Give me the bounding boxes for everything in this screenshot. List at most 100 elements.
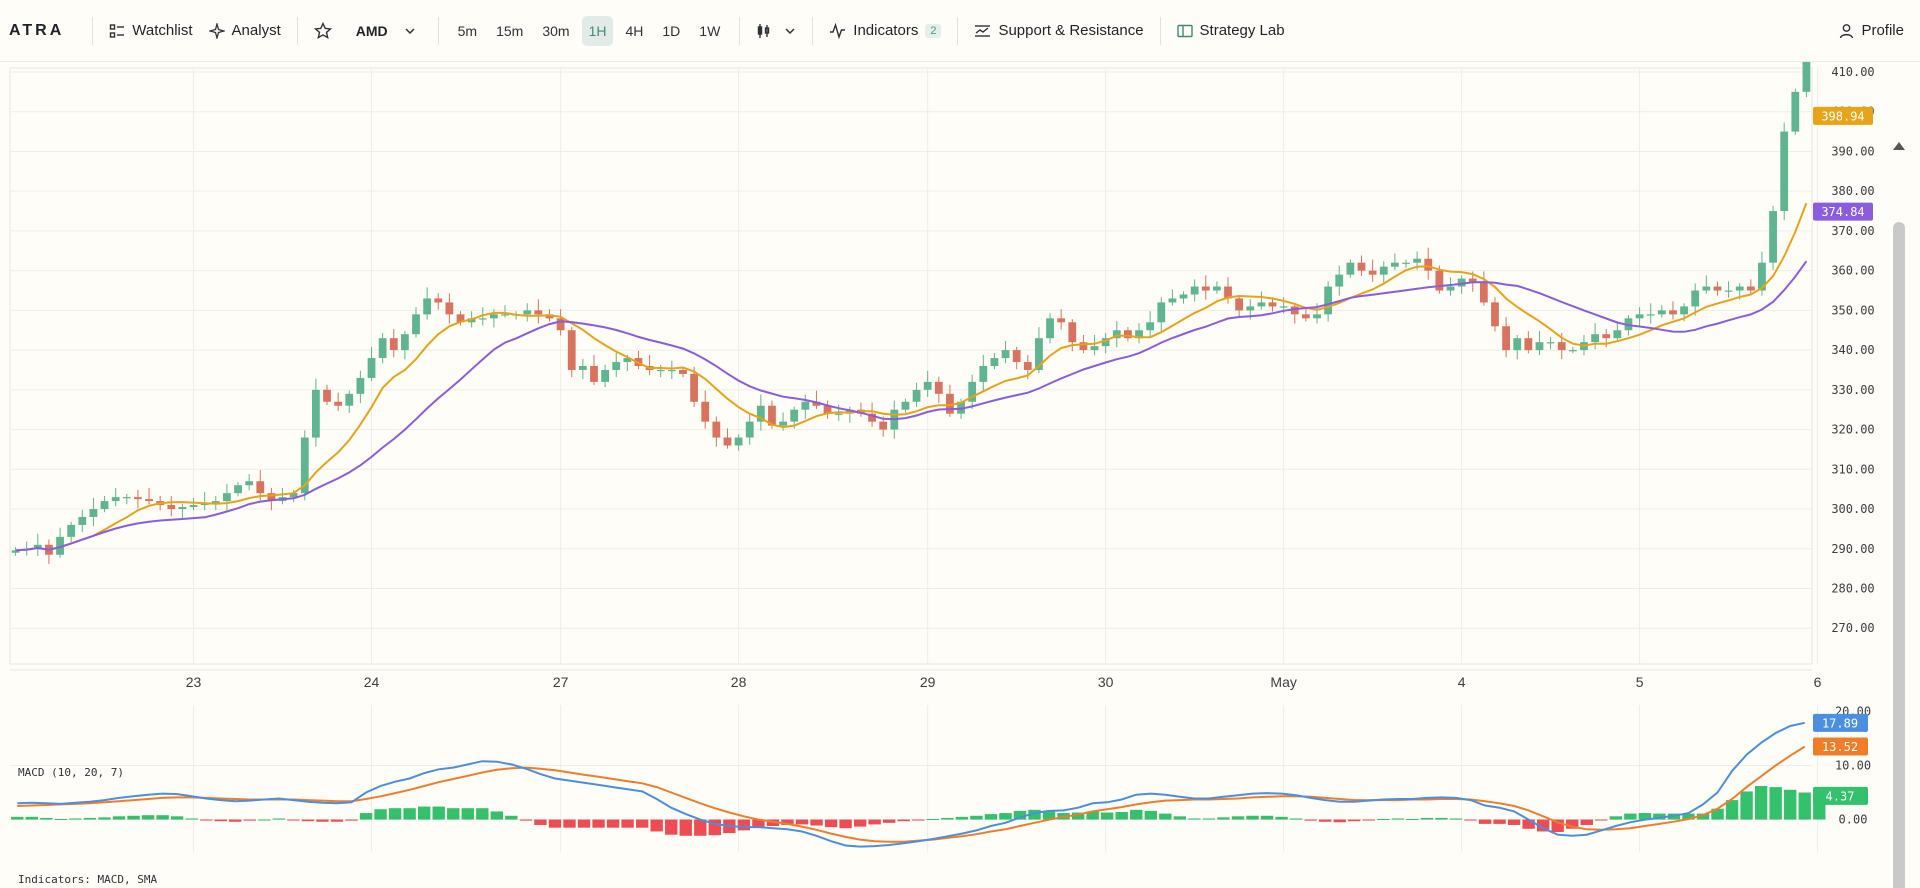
- y-tick-label: 380.00: [1831, 184, 1874, 198]
- candle-down: [590, 366, 598, 382]
- timeframe-1w[interactable]: 1W: [699, 22, 721, 39]
- macd-hist-bar: [127, 815, 140, 820]
- macd-hist-bar: [1101, 812, 1114, 820]
- macd-hist-bar: [1595, 819, 1608, 821]
- macd-hist-bar: [519, 819, 533, 821]
- macd-hist-bar: [1522, 819, 1535, 829]
- y-tick-label: 330.00: [1831, 383, 1874, 397]
- macd-hist-bar: [69, 818, 82, 820]
- timeframe-1h[interactable]: 1H: [581, 15, 614, 46]
- macd-hist-bar: [1536, 819, 1550, 832]
- strategy-lab-button[interactable]: Strategy Lab: [1169, 14, 1293, 48]
- macd-hist-bar: [635, 819, 649, 828]
- macd-hist-bar: [11, 816, 24, 820]
- macd-hist-bar: [984, 814, 998, 820]
- favorite-button[interactable]: [306, 14, 340, 48]
- macd-hist-bar: [824, 819, 838, 828]
- candle-up: [578, 366, 587, 370]
- macd-hist-bar: [287, 819, 300, 821]
- candle-up: [801, 401, 810, 410]
- macd-hist-bar: [330, 819, 344, 822]
- x-tick-label: May: [1270, 674, 1296, 690]
- watchlist-button[interactable]: Watchlist: [101, 14, 200, 48]
- chart-area[interactable]: 270.00 280.00 290.00 300.00 310.00 320.00 330.…: [0, 62, 1920, 888]
- macd-hist-bar: [1725, 800, 1739, 820]
- macd-hist-bar: [665, 819, 678, 835]
- timeframe-15m[interactable]: 15m: [496, 22, 524, 39]
- timeframe-1d[interactable]: 1D: [662, 22, 681, 39]
- candle-down: [1524, 338, 1533, 351]
- candle-down: [1468, 278, 1477, 283]
- macd-hist-bar: [810, 819, 823, 826]
- profile-button[interactable]: Profile: [1831, 14, 1912, 48]
- candle-up: [1791, 91, 1800, 132]
- timeframe-5m[interactable]: 5m: [457, 22, 478, 39]
- candle-up: [89, 509, 98, 517]
- macd-hist-bar: [577, 819, 591, 828]
- candle-down: [256, 481, 265, 494]
- signal-line: [17, 745, 1806, 843]
- candle-up: [312, 389, 320, 438]
- scroll-up-arrow[interactable]: [1893, 142, 1905, 150]
- app-logo[interactable]: ATRA: [9, 21, 65, 39]
- macd-value-badge: [1813, 737, 1868, 756]
- candle-down: [1479, 282, 1488, 303]
- chart-type-selector[interactable]: [748, 14, 804, 48]
- candle-up: [11, 550, 20, 553]
- macd-hist-bar: [40, 817, 53, 820]
- candle-up: [1257, 302, 1266, 307]
- candle-up: [67, 524, 76, 537]
- macd-hist-bar: [1435, 817, 1448, 820]
- candle-up: [378, 338, 387, 359]
- candle-up: [1735, 286, 1744, 291]
- symbol-selector[interactable]: AMD: [340, 14, 424, 48]
- candle-up: [1112, 330, 1121, 339]
- candle-down: [946, 393, 954, 414]
- scrollbar-thumb[interactable]: [1893, 222, 1905, 888]
- macd-value-badge: [1813, 786, 1868, 805]
- candle-down: [1290, 306, 1299, 315]
- indicators-button[interactable]: Indicators 2: [821, 14, 949, 48]
- candle-up: [234, 485, 242, 494]
- candle-up: [979, 366, 988, 382]
- candle-down: [868, 413, 876, 422]
- macd-hist-bar: [1609, 816, 1622, 820]
- macd-hist-bar: [1362, 819, 1375, 821]
- candle-up: [1135, 330, 1143, 339]
- candle-up: [1168, 298, 1177, 303]
- candle-up: [1457, 278, 1466, 287]
- macd-hist-bar: [1159, 813, 1172, 820]
- toolbar-divider: [437, 16, 439, 45]
- candle-up: [901, 401, 910, 410]
- sma-fast-line: [15, 202, 1808, 552]
- analyst-button[interactable]: Analyst: [201, 14, 289, 48]
- candle-up: [1446, 286, 1455, 291]
- macd-hist-bar: [766, 819, 780, 827]
- macd-hist-bar: [461, 808, 474, 820]
- candle-up: [957, 401, 965, 414]
- timeframe-4h[interactable]: 4H: [625, 22, 644, 39]
- candle-up: [601, 369, 609, 382]
- candle-up: [100, 501, 109, 510]
- candle-up: [1390, 262, 1399, 267]
- candles-group: [11, 62, 1811, 564]
- macd-hist-bar: [345, 819, 358, 821]
- macd-hist-bar: [1333, 819, 1346, 823]
- candle-up: [223, 493, 231, 502]
- toolbar-divider: [296, 16, 298, 45]
- macd-hist-bar: [25, 816, 38, 820]
- candle-up: [423, 298, 432, 315]
- candle-up: [968, 381, 977, 402]
- candle-up: [1090, 346, 1099, 351]
- timeframe-30m[interactable]: 30m: [542, 22, 570, 39]
- toolbar-divider: [812, 16, 814, 45]
- candle-up: [1346, 262, 1355, 275]
- y-tick-label: 300.00: [1831, 502, 1874, 516]
- support-resistance-button[interactable]: Support & Resistance: [966, 14, 1151, 48]
- macd-hist-bar: [388, 808, 402, 820]
- macd-hist-bar: [868, 819, 881, 825]
- candle-down: [456, 314, 465, 323]
- candle-down: [1057, 318, 1066, 323]
- candle-up: [1691, 290, 1700, 307]
- price-chart[interactable]: 270.00280.00290.00300.00310.00320.00330.…: [0, 62, 1920, 888]
